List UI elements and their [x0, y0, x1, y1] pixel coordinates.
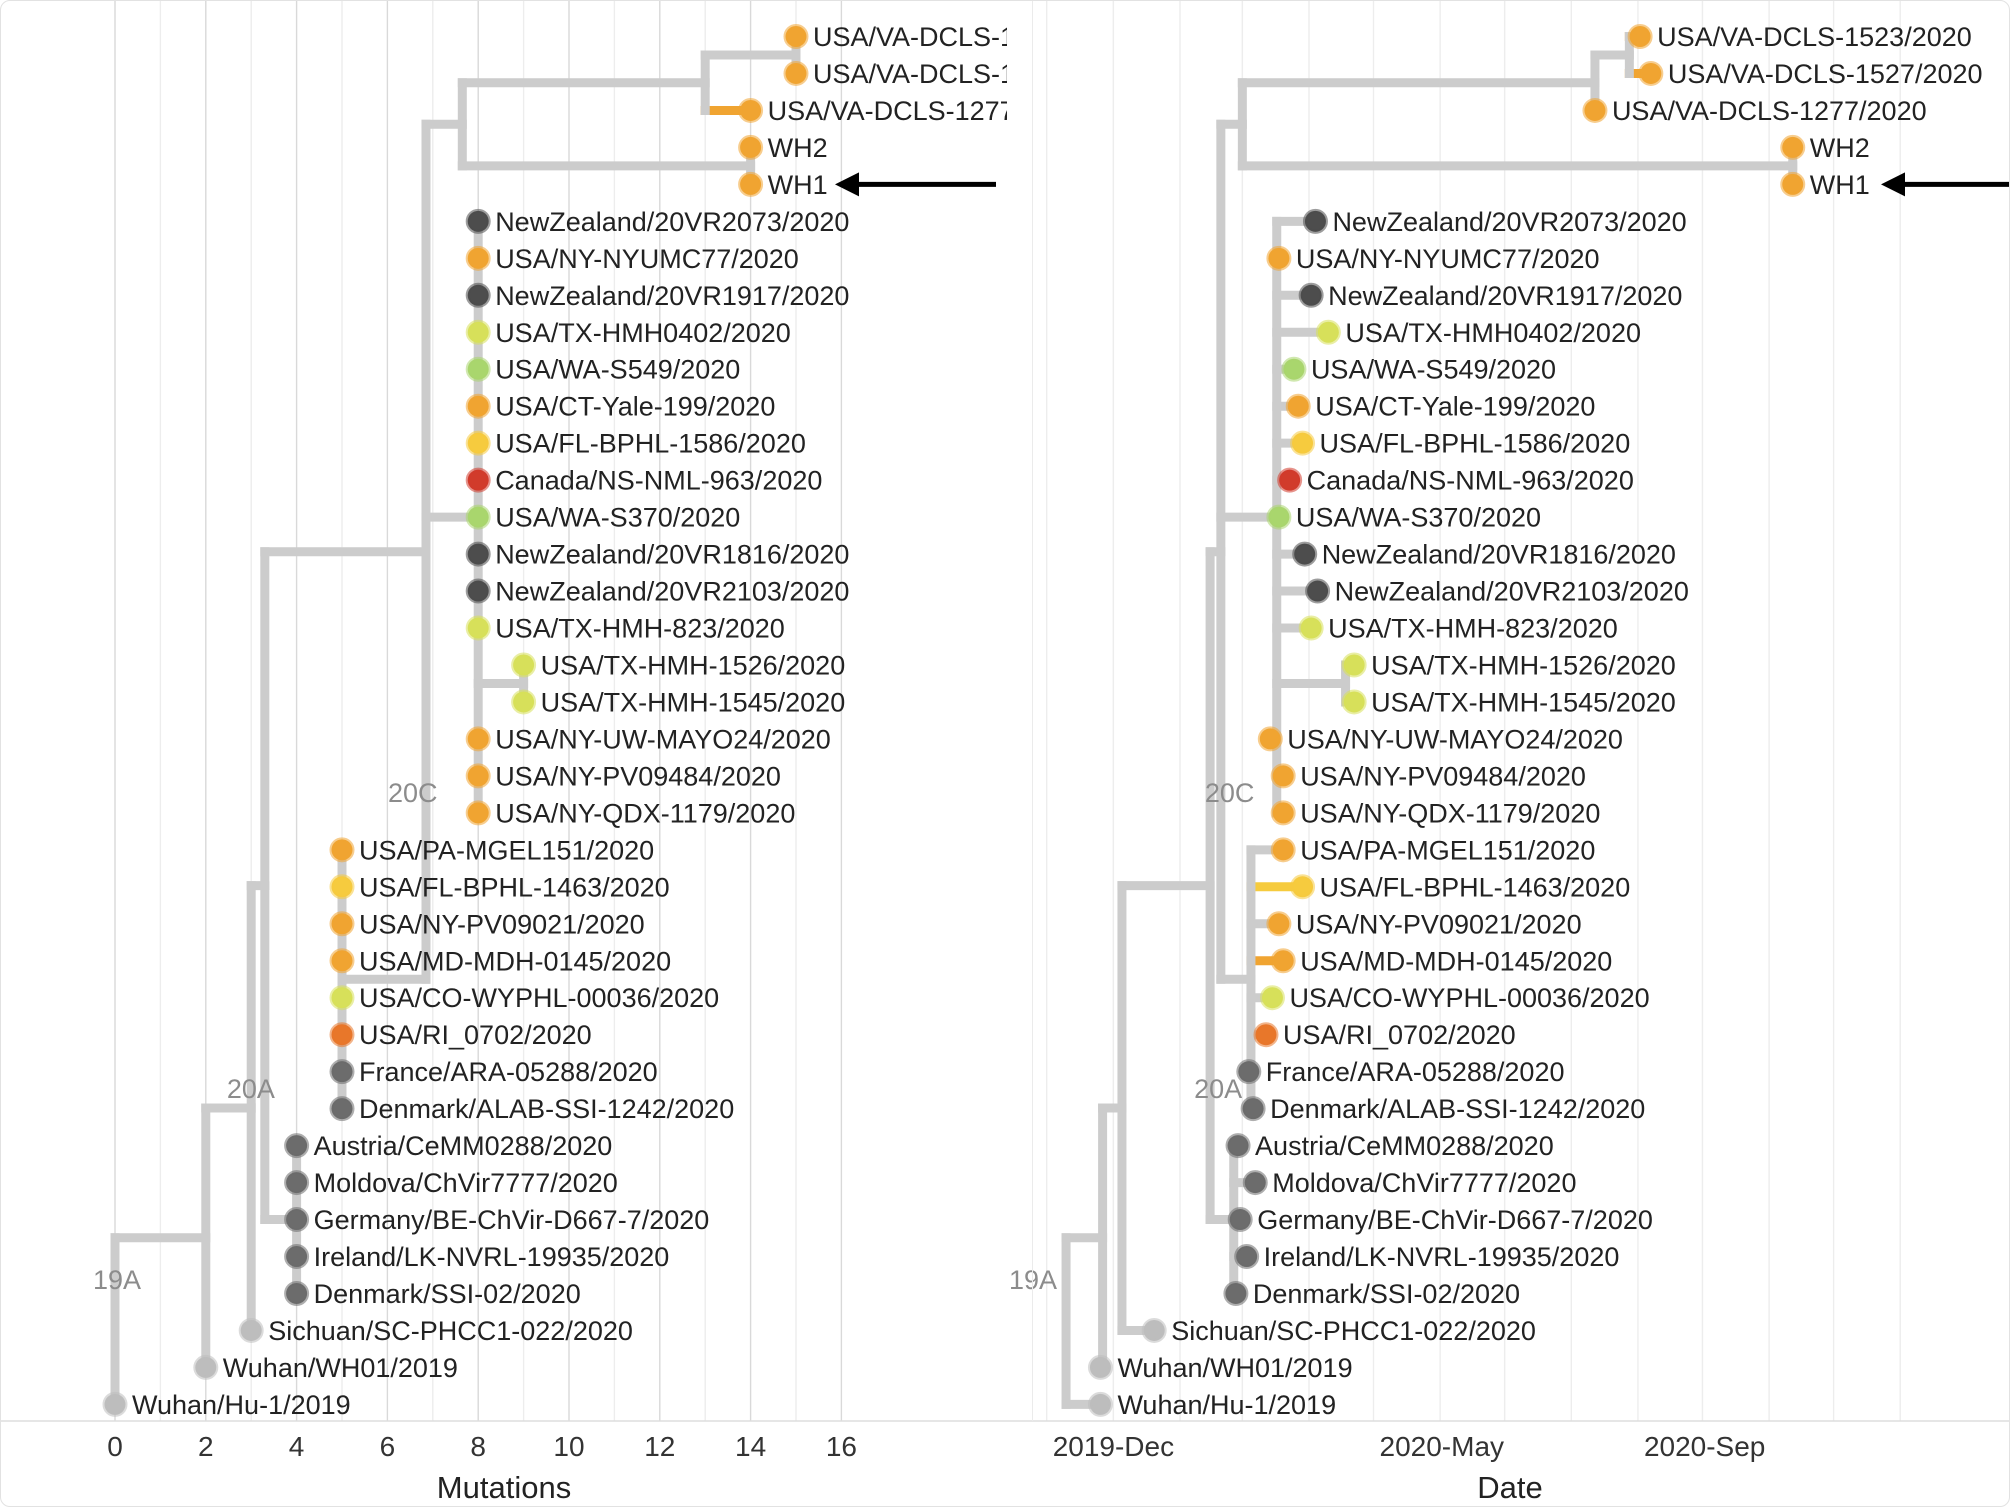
svg-text:NewZealand/20VR1816/2020: NewZealand/20VR1816/2020 — [495, 540, 849, 570]
svg-text:NewZealand/20VR2103/2020: NewZealand/20VR2103/2020 — [1335, 577, 1689, 607]
svg-text:2020-May: 2020-May — [1380, 1431, 1505, 1462]
svg-text:0: 0 — [107, 1431, 123, 1462]
svg-text:USA/VA-DCLS-1527/2020: USA/VA-DCLS-1527/2020 — [813, 59, 1007, 89]
svg-text:NewZealand/20VR1917/2020: NewZealand/20VR1917/2020 — [495, 281, 849, 311]
svg-text:USA/VA-DCLS-1277/2020: USA/VA-DCLS-1277/2020 — [768, 96, 1007, 126]
svg-text:Ireland/LK-NVRL-19935/2020: Ireland/LK-NVRL-19935/2020 — [314, 1242, 670, 1272]
svg-text:Wuhan/Hu-1/2019: Wuhan/Hu-1/2019 — [1117, 1390, 1336, 1420]
svg-text:Wuhan/WH01/2019: Wuhan/WH01/2019 — [1117, 1353, 1352, 1383]
svg-text:Austria/CeMM0288/2020: Austria/CeMM0288/2020 — [314, 1131, 613, 1161]
svg-text:2: 2 — [198, 1431, 214, 1462]
svg-text:USA/WA-S549/2020: USA/WA-S549/2020 — [495, 355, 740, 385]
svg-text:USA/NY-NYUMC77/2020: USA/NY-NYUMC77/2020 — [1296, 244, 1600, 274]
svg-text:USA/WA-S370/2020: USA/WA-S370/2020 — [495, 503, 740, 533]
svg-text:Wuhan/WH01/2019: Wuhan/WH01/2019 — [223, 1353, 458, 1383]
svg-text:USA/WA-S370/2020: USA/WA-S370/2020 — [1296, 503, 1541, 533]
svg-text:20C: 20C — [1205, 778, 1255, 808]
svg-text:12: 12 — [644, 1431, 675, 1462]
svg-text:USA/MD-MDH-0145/2020: USA/MD-MDH-0145/2020 — [359, 946, 671, 976]
svg-text:USA/TX-HMH-1526/2020: USA/TX-HMH-1526/2020 — [541, 650, 846, 680]
svg-text:USA/CT-Yale-199/2020: USA/CT-Yale-199/2020 — [1315, 392, 1595, 422]
svg-text:USA/RI_0702/2020: USA/RI_0702/2020 — [359, 1020, 592, 1050]
svg-text:USA/CT-Yale-199/2020: USA/CT-Yale-199/2020 — [495, 392, 775, 422]
svg-text:Denmark/ALAB-SSI-1242/2020: Denmark/ALAB-SSI-1242/2020 — [1270, 1094, 1645, 1124]
svg-text:Mutations: Mutations — [437, 1470, 571, 1505]
svg-text:NewZealand/20VR1816/2020: NewZealand/20VR1816/2020 — [1322, 540, 1676, 570]
svg-text:Date: Date — [1477, 1470, 1542, 1505]
svg-text:Denmark/SSI-02/2020: Denmark/SSI-02/2020 — [314, 1279, 581, 1309]
svg-text:USA/WA-S549/2020: USA/WA-S549/2020 — [1311, 355, 1556, 385]
svg-text:USA/CO-WYPHL-00036/2020: USA/CO-WYPHL-00036/2020 — [1289, 983, 1649, 1013]
svg-text:Moldova/ChVir7777/2020: Moldova/ChVir7777/2020 — [314, 1168, 618, 1198]
svg-text:Canada/NS-NML-963/2020: Canada/NS-NML-963/2020 — [495, 466, 822, 496]
svg-text:USA/NY-PV09021/2020: USA/NY-PV09021/2020 — [1296, 909, 1582, 939]
svg-text:USA/NY-UW-MAYO24/2020: USA/NY-UW-MAYO24/2020 — [495, 724, 831, 754]
svg-text:WH1: WH1 — [1810, 170, 1870, 200]
svg-text:14: 14 — [735, 1431, 766, 1462]
svg-text:WH2: WH2 — [1810, 133, 1870, 163]
svg-text:Ireland/LK-NVRL-19935/2020: Ireland/LK-NVRL-19935/2020 — [1264, 1242, 1620, 1272]
svg-text:20A: 20A — [1194, 1074, 1242, 1104]
svg-text:France/ARA-05288/2020: France/ARA-05288/2020 — [1266, 1057, 1565, 1087]
svg-text:6: 6 — [380, 1431, 396, 1462]
svg-text:USA/VA-DCLS-1523/2020: USA/VA-DCLS-1523/2020 — [1657, 22, 1972, 52]
svg-text:USA/TX-HMH-1545/2020: USA/TX-HMH-1545/2020 — [541, 687, 846, 717]
svg-text:16: 16 — [826, 1431, 857, 1462]
svg-text:NewZealand/20VR1917/2020: NewZealand/20VR1917/2020 — [1328, 281, 1682, 311]
svg-text:USA/NY-QDX-1179/2020: USA/NY-QDX-1179/2020 — [495, 798, 795, 828]
svg-text:USA/VA-DCLS-1527/2020: USA/VA-DCLS-1527/2020 — [1668, 59, 1983, 89]
svg-text:Moldova/ChVir7777/2020: Moldova/ChVir7777/2020 — [1272, 1168, 1576, 1198]
svg-text:NewZealand/20VR2073/2020: NewZealand/20VR2073/2020 — [1332, 207, 1686, 237]
svg-text:USA/CO-WYPHL-00036/2020: USA/CO-WYPHL-00036/2020 — [359, 983, 719, 1013]
svg-text:USA/TX-HMH-823/2020: USA/TX-HMH-823/2020 — [1328, 614, 1618, 644]
svg-text:4: 4 — [289, 1431, 305, 1462]
svg-text:Canada/NS-NML-963/2020: Canada/NS-NML-963/2020 — [1307, 466, 1634, 496]
svg-text:Sichuan/SC-PHCC1-022/2020: Sichuan/SC-PHCC1-022/2020 — [268, 1316, 633, 1346]
svg-text:USA/NY-QDX-1179/2020: USA/NY-QDX-1179/2020 — [1300, 798, 1600, 828]
svg-text:19A: 19A — [93, 1265, 141, 1295]
svg-text:2019-Dec: 2019-Dec — [1053, 1431, 1174, 1462]
svg-text:USA/RI_0702/2020: USA/RI_0702/2020 — [1283, 1020, 1516, 1050]
svg-text:10: 10 — [553, 1431, 584, 1462]
svg-text:USA/NY-PV09484/2020: USA/NY-PV09484/2020 — [495, 761, 781, 791]
svg-text:USA/VA-DCLS-1277/2020: USA/VA-DCLS-1277/2020 — [1612, 96, 1927, 126]
svg-text:8: 8 — [470, 1431, 486, 1462]
svg-text:France/ARA-05288/2020: France/ARA-05288/2020 — [359, 1057, 658, 1087]
svg-text:USA/FL-BPHL-1586/2020: USA/FL-BPHL-1586/2020 — [1320, 429, 1631, 459]
svg-text:20C: 20C — [388, 778, 438, 808]
svg-text:Wuhan/Hu-1/2019: Wuhan/Hu-1/2019 — [132, 1390, 351, 1420]
svg-text:USA/VA-DCLS-1523/2020: USA/VA-DCLS-1523/2020 — [813, 22, 1007, 52]
svg-text:USA/NY-UW-MAYO24/2020: USA/NY-UW-MAYO24/2020 — [1287, 724, 1623, 754]
svg-text:USA/MD-MDH-0145/2020: USA/MD-MDH-0145/2020 — [1300, 946, 1612, 976]
svg-text:19A: 19A — [1009, 1265, 1057, 1295]
svg-text:WH1: WH1 — [768, 170, 828, 200]
svg-text:Germany/BE-ChVir-D667-7/2020: Germany/BE-ChVir-D667-7/2020 — [314, 1205, 710, 1235]
svg-text:Denmark/ALAB-SSI-1242/2020: Denmark/ALAB-SSI-1242/2020 — [359, 1094, 734, 1124]
svg-text:WH2: WH2 — [768, 133, 828, 163]
svg-text:USA/FL-BPHL-1463/2020: USA/FL-BPHL-1463/2020 — [1320, 872, 1631, 902]
svg-text:USA/TX-HMH0402/2020: USA/TX-HMH0402/2020 — [495, 318, 791, 348]
svg-text:USA/FL-BPHL-1586/2020: USA/FL-BPHL-1586/2020 — [495, 429, 806, 459]
svg-text:USA/TX-HMH-1526/2020: USA/TX-HMH-1526/2020 — [1371, 650, 1676, 680]
svg-text:Germany/BE-ChVir-D667-7/2020: Germany/BE-ChVir-D667-7/2020 — [1257, 1205, 1653, 1235]
svg-text:NewZealand/20VR2103/2020: NewZealand/20VR2103/2020 — [495, 577, 849, 607]
svg-text:USA/NY-NYUMC77/2020: USA/NY-NYUMC77/2020 — [495, 244, 799, 274]
svg-text:USA/PA-MGEL151/2020: USA/PA-MGEL151/2020 — [359, 835, 654, 865]
svg-text:USA/FL-BPHL-1463/2020: USA/FL-BPHL-1463/2020 — [359, 872, 670, 902]
svg-text:Austria/CeMM0288/2020: Austria/CeMM0288/2020 — [1255, 1131, 1554, 1161]
svg-text:2020-Sep: 2020-Sep — [1644, 1431, 1765, 1462]
svg-text:USA/TX-HMH-823/2020: USA/TX-HMH-823/2020 — [495, 614, 785, 644]
svg-text:USA/PA-MGEL151/2020: USA/PA-MGEL151/2020 — [1300, 835, 1595, 865]
svg-text:Sichuan/SC-PHCC1-022/2020: Sichuan/SC-PHCC1-022/2020 — [1171, 1316, 1536, 1346]
svg-text:20A: 20A — [227, 1074, 275, 1104]
svg-text:USA/TX-HMH-1545/2020: USA/TX-HMH-1545/2020 — [1371, 687, 1676, 717]
svg-text:Denmark/SSI-02/2020: Denmark/SSI-02/2020 — [1253, 1279, 1520, 1309]
svg-text:USA/TX-HMH0402/2020: USA/TX-HMH0402/2020 — [1345, 318, 1641, 348]
svg-text:NewZealand/20VR2073/2020: NewZealand/20VR2073/2020 — [495, 207, 849, 237]
svg-text:USA/NY-PV09021/2020: USA/NY-PV09021/2020 — [359, 909, 645, 939]
svg-text:USA/NY-PV09484/2020: USA/NY-PV09484/2020 — [1300, 761, 1586, 791]
